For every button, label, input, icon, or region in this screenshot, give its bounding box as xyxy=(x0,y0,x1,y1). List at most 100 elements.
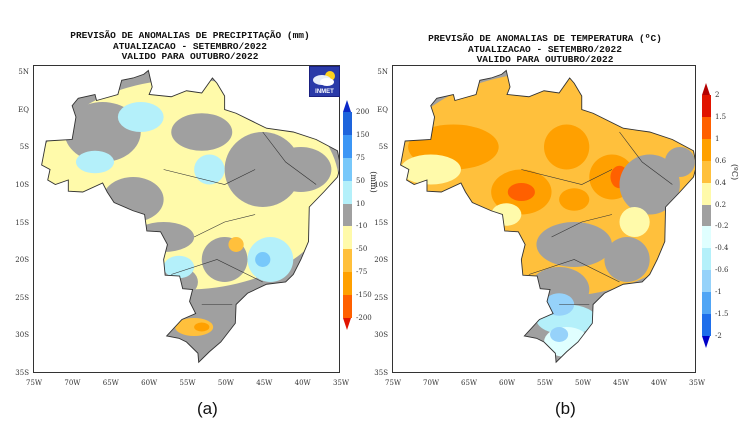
colorbar-segment xyxy=(343,249,352,273)
colorbar-min-arrow xyxy=(343,318,351,330)
anomaly-region xyxy=(536,222,612,267)
colorbar-segment xyxy=(702,292,711,315)
lon-tick-label: 40W xyxy=(651,379,668,387)
colorbar-segment xyxy=(343,295,352,318)
lon-tick-label: 55W xyxy=(179,379,196,387)
colorbar-label: 10 xyxy=(356,199,365,208)
colorbar-label: 75 xyxy=(356,153,365,162)
colorbar-segment xyxy=(702,204,711,227)
state-border xyxy=(551,214,613,238)
colorbar-label: 2 xyxy=(715,91,720,99)
lat-tick-label: 15S xyxy=(15,218,29,227)
anomaly-region xyxy=(619,154,680,215)
brazil-outline xyxy=(400,69,695,364)
colorbar-label: 150 xyxy=(356,130,370,139)
title-line: VALIDO PARA OUTUBRO/2022 xyxy=(476,54,614,65)
map-canvas xyxy=(41,69,339,364)
precip-map xyxy=(33,65,340,373)
colorbar-label: -200 xyxy=(356,314,372,322)
lat-tick-label: 35S xyxy=(374,369,388,377)
anomaly-region xyxy=(117,102,164,132)
anomaly-region xyxy=(550,327,569,342)
colorbar-segment xyxy=(343,203,352,227)
title-line: PREVISÃO DE ANOMALIAS DE PRECIPITAÇÃO (m… xyxy=(70,30,310,41)
colorbar-segment xyxy=(343,112,352,135)
state-border xyxy=(619,131,673,185)
lat-tick-label: 25S xyxy=(15,293,29,302)
lat-tick-label: 5S xyxy=(19,143,29,152)
lat-tick-label: 20S xyxy=(15,256,29,265)
colorbar-label: -150 xyxy=(356,291,372,300)
anomaly-region xyxy=(664,147,695,177)
colorbar-label: 0.6 xyxy=(715,156,727,165)
weather-cloud-sun-icon xyxy=(313,71,335,86)
state-border xyxy=(171,259,263,283)
colorbar-segment xyxy=(343,180,352,204)
colorbar-segment xyxy=(702,226,711,249)
lon-tick-label: 45W xyxy=(256,379,273,387)
lon-tick-label: 60W xyxy=(499,379,516,387)
colorbar-segment xyxy=(702,160,711,183)
lon-tick-label: 65W xyxy=(461,379,478,387)
colorbar-label: -10 xyxy=(356,222,368,231)
colorbar-segment xyxy=(702,95,711,117)
temp-colorbar: 2 1.5 1 0.6 0.4 0.2 -0.2 -0.4 -0.6 -1 -1.5 -2 xyxy=(702,83,732,348)
lat-tick-label: 15S xyxy=(374,218,388,227)
state-border xyxy=(521,169,613,185)
state-border xyxy=(163,169,256,185)
colorbar-label: -1.5 xyxy=(715,310,729,319)
colorbar-label: 1 xyxy=(715,134,720,143)
colorbar-max-arrow xyxy=(702,83,710,95)
caption-a: (a) xyxy=(197,399,218,418)
state-border xyxy=(528,259,620,283)
colorbar-label: -1 xyxy=(715,288,722,297)
colorbar-segment xyxy=(343,134,352,158)
colorbar-segment xyxy=(343,226,352,250)
colorbar-label: -2 xyxy=(715,332,722,340)
colorbar-segment xyxy=(702,314,711,336)
logo-text: INMET xyxy=(315,89,334,95)
colorbar-segment xyxy=(702,248,711,271)
lon-tick-label: 35W xyxy=(333,379,350,387)
lon-tick-label: 35W xyxy=(689,379,706,387)
temp-map xyxy=(392,65,696,373)
title-line: ATUALIZACAO - SETEMBRO/2022 xyxy=(113,40,267,52)
lon-tick-label: 70W xyxy=(64,379,81,387)
colorbar-label: 50 xyxy=(356,176,365,185)
colorbar-label: -50 xyxy=(356,245,368,254)
lat-tick-label: 30S xyxy=(374,331,388,340)
lon-tick-label: 55W xyxy=(537,379,554,387)
colorbar-label: 200 xyxy=(356,108,370,116)
precip-title: PREVISÃO DE ANOMALIAS DE PRECIPITAÇÃO (m… xyxy=(40,30,340,63)
colorbar-segment xyxy=(343,272,352,296)
colorbar-segment xyxy=(702,182,711,205)
title-line: ATUALIZACAO - SETEMBRO/2022 xyxy=(468,43,622,55)
lon-tick-label: 75W xyxy=(385,379,402,387)
colorbar-label: -0.6 xyxy=(715,266,729,275)
colorbar-label: 0.2 xyxy=(715,200,727,209)
colorbar-segment xyxy=(343,157,352,181)
anomaly-region xyxy=(604,237,650,282)
title-line: PREVISÃO DE ANOMALIAS DE TEMPERATURA (ºC… xyxy=(428,33,662,44)
title-line: VALIDO PARA OUTUBRO/2022 xyxy=(121,51,259,62)
anomaly-region xyxy=(75,150,115,174)
anomaly-region xyxy=(507,183,535,201)
lon-tick-label: 75W xyxy=(26,379,43,387)
anomaly-region xyxy=(163,255,195,279)
colorbar-min-arrow xyxy=(702,336,710,348)
lat-tick-label: EQ xyxy=(377,105,388,114)
lat-tick-label: 30S xyxy=(15,331,29,340)
colorbar-label: 1.5 xyxy=(715,112,727,121)
colorbar-max-arrow xyxy=(343,100,351,112)
colorbar-segment xyxy=(702,138,711,161)
colorbar-label: 0.4 xyxy=(715,178,727,187)
lon-tick-label: 65W xyxy=(102,379,119,387)
anomaly-region xyxy=(255,252,271,267)
state-border xyxy=(262,131,317,185)
lat-tick-label: 10S xyxy=(374,180,388,189)
lon-tick-label: 50W xyxy=(217,379,234,387)
anomaly-region xyxy=(491,203,522,226)
lat-tick-label: EQ xyxy=(18,105,29,114)
lat-tick-label: 10S xyxy=(15,180,29,189)
colorbar-segment xyxy=(702,270,711,293)
